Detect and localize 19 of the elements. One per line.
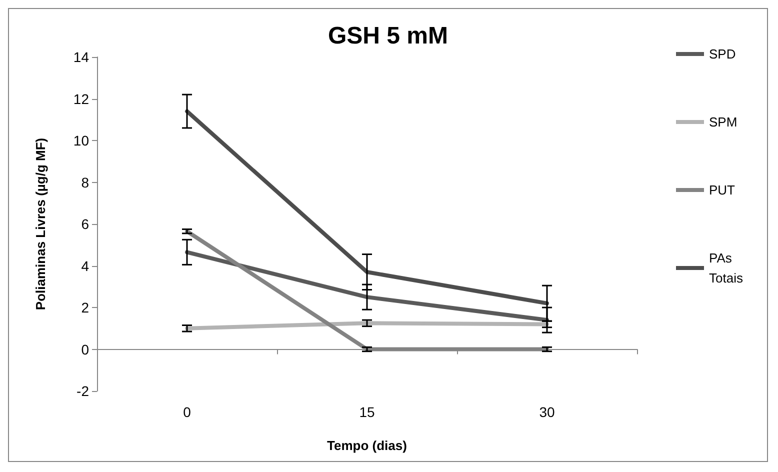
legend-label: PUT xyxy=(709,182,736,198)
y-tick-label: 4 xyxy=(81,258,90,274)
x-tick-label: 0 xyxy=(183,404,192,420)
y-tick-label: 12 xyxy=(73,90,90,107)
x-axis-title: Tempo (dias) xyxy=(327,438,407,453)
legend-label: SPD xyxy=(709,46,736,62)
x-tick-label: 30 xyxy=(539,404,555,420)
y-tick-label: 8 xyxy=(81,174,90,190)
legend-label: PAs Totais xyxy=(709,250,744,286)
y-axis-title: Poliaminas Livres (µg/g MF) xyxy=(33,138,48,310)
y-tick-label: 0 xyxy=(81,341,90,358)
y-tick-label: 2 xyxy=(81,300,90,316)
legend-label: SPM xyxy=(709,114,738,130)
y-tick-label: 10 xyxy=(73,132,90,148)
y-tick-label: -2 xyxy=(76,383,90,399)
chart-title: GSH 5 mM xyxy=(328,22,448,50)
y-tick-label: 14 xyxy=(73,49,90,65)
y-tick-label: 6 xyxy=(81,216,90,232)
x-tick-label: 15 xyxy=(359,404,375,420)
